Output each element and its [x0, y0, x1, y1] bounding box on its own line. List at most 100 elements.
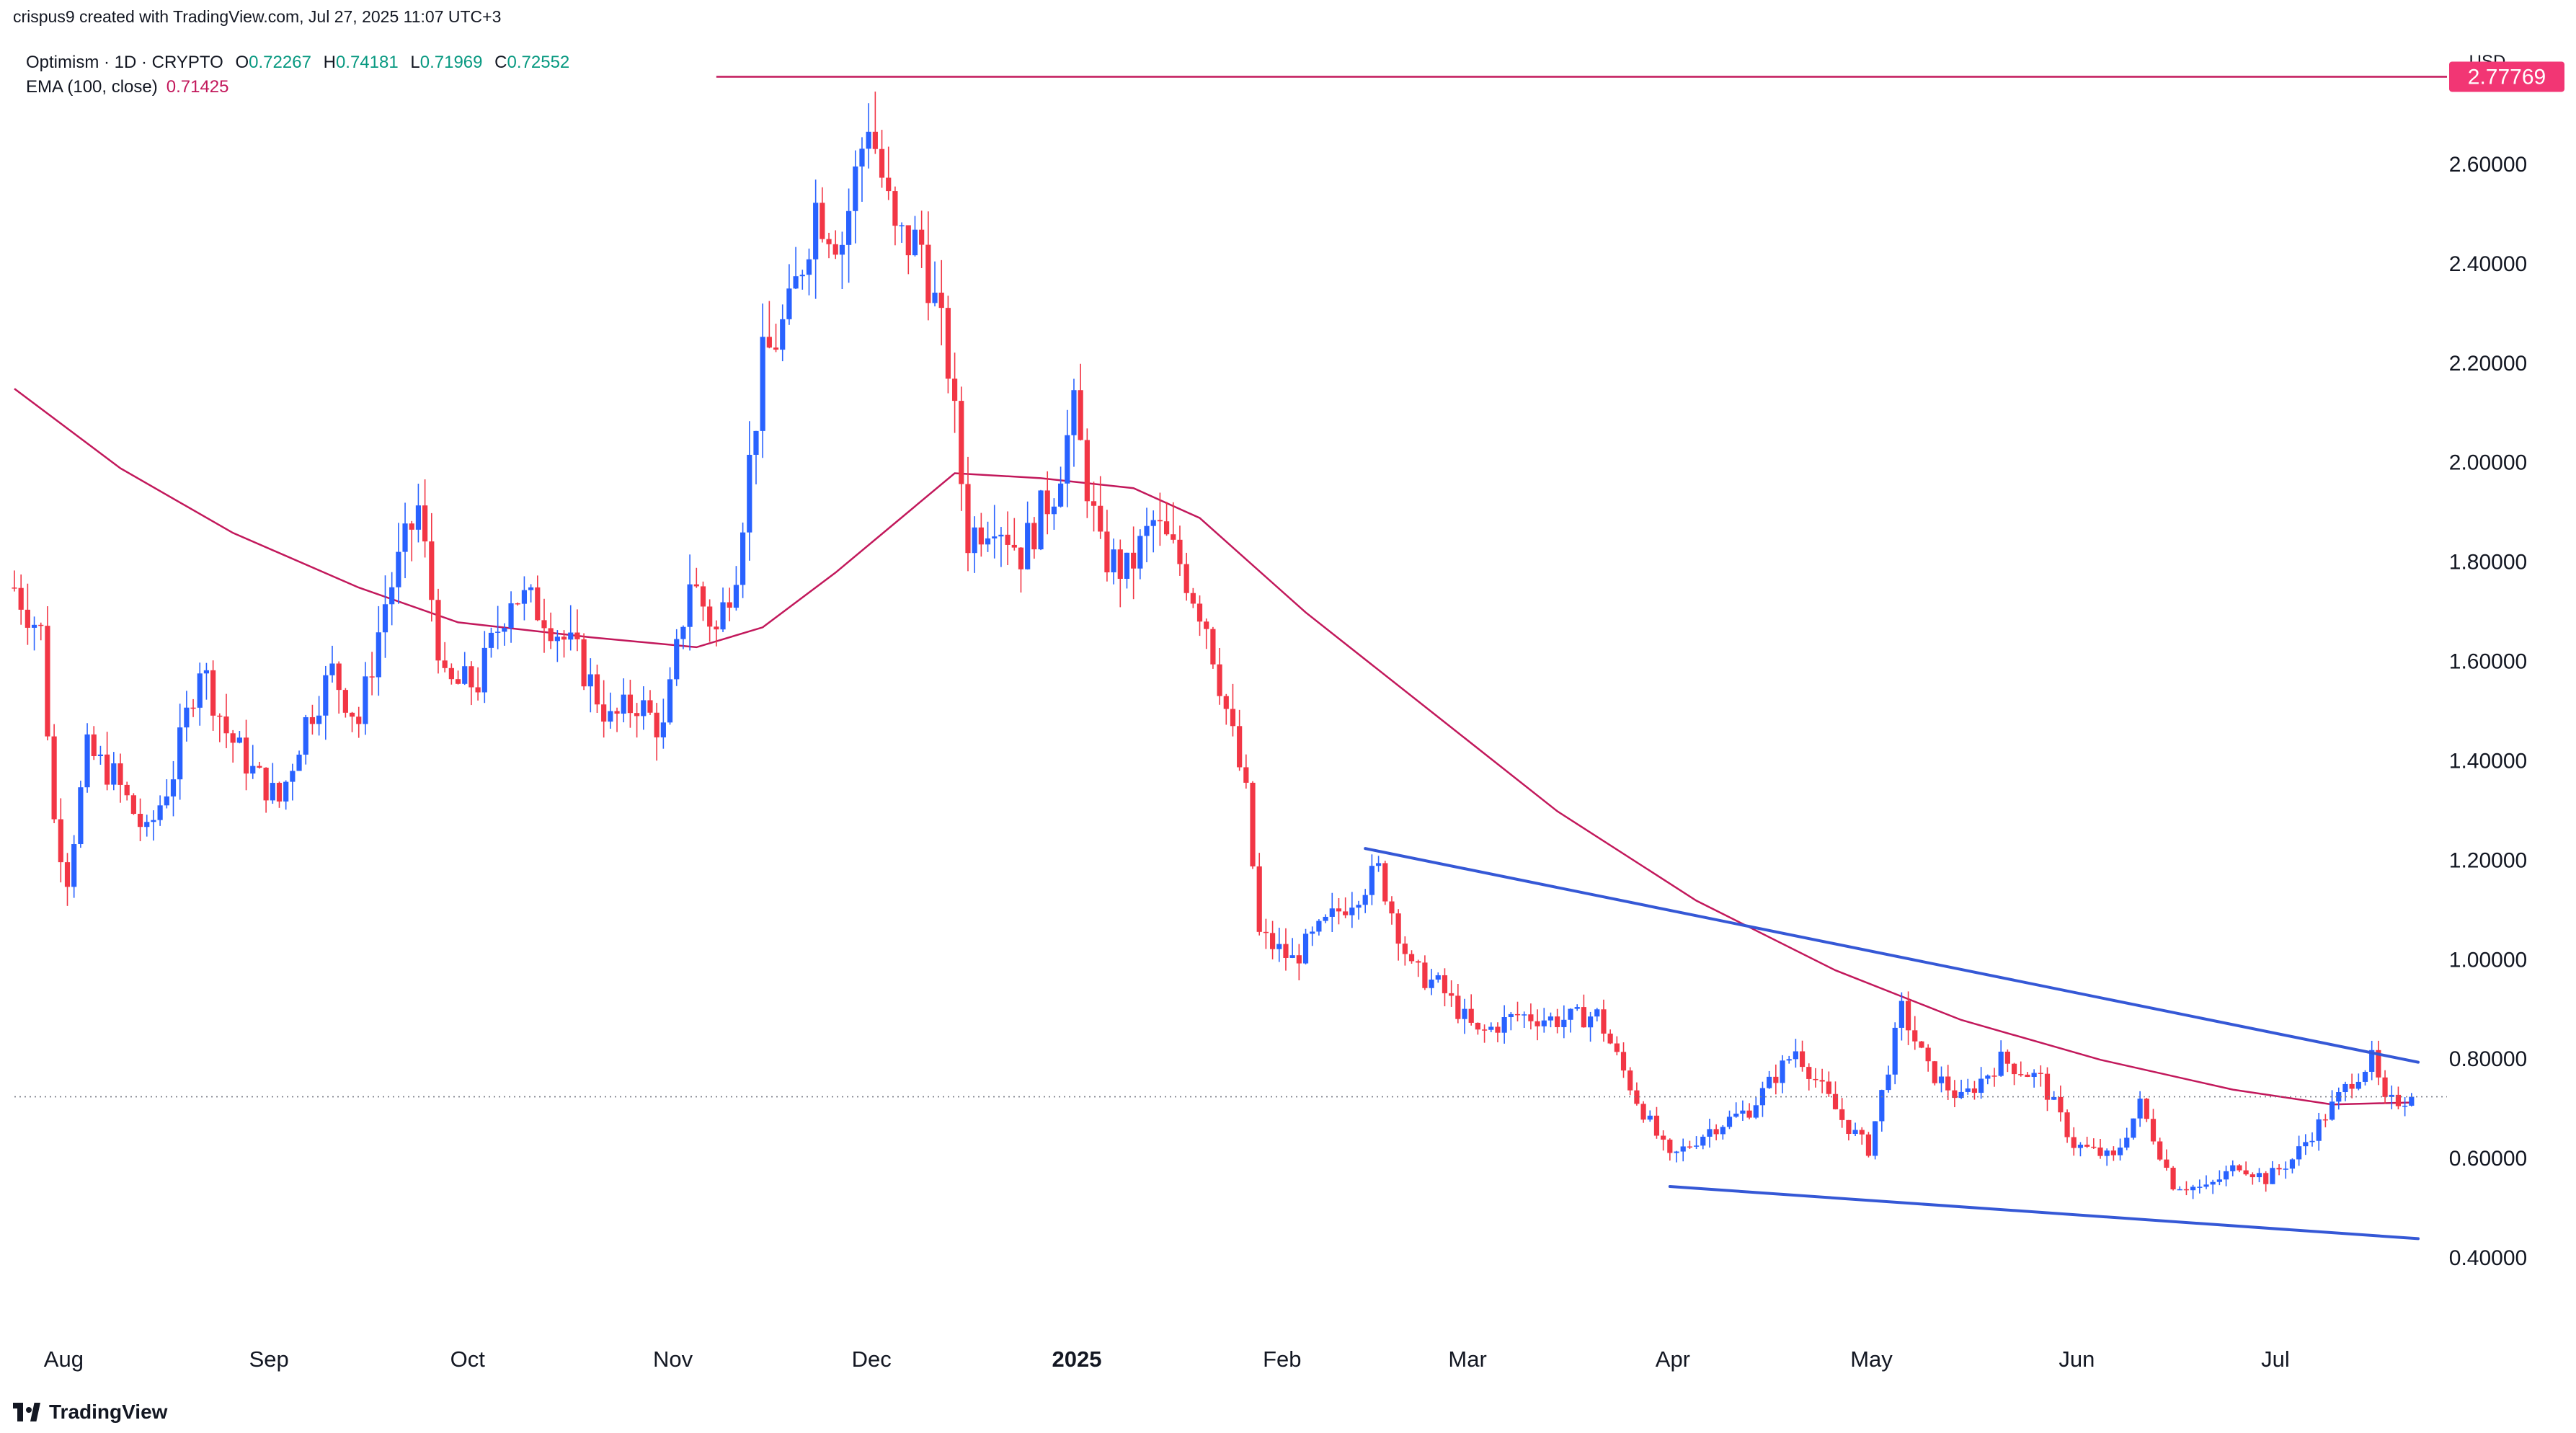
candle [992, 505, 998, 559]
candle [938, 259, 944, 346]
trendline-upper [1364, 847, 2420, 1064]
candle [45, 606, 50, 741]
candle-body [1873, 1121, 1878, 1156]
candle [654, 703, 659, 761]
candle-body [965, 484, 971, 554]
candle [959, 386, 964, 511]
candle [2389, 1085, 2394, 1109]
symbol-title[interactable]: Optimism · 1D · CRYPTO [26, 53, 223, 72]
candle [1898, 992, 1904, 1041]
candle [1886, 1065, 1891, 1093]
candle-body [627, 694, 634, 714]
candle [290, 763, 296, 801]
candle-body [475, 687, 481, 693]
candle-body [2210, 1181, 2216, 1185]
candle-body [1674, 1151, 1679, 1153]
candle [1395, 909, 1401, 961]
candle [84, 723, 90, 793]
candle-body [184, 707, 190, 728]
candle-body [2329, 1101, 2335, 1120]
candle-body [243, 737, 249, 774]
candle-body [1653, 1115, 1660, 1136]
candle-body [1522, 1014, 1527, 1016]
candle-body [2389, 1094, 2394, 1097]
candle [270, 763, 275, 804]
candle-body [2349, 1083, 2355, 1089]
close-label: C [494, 53, 507, 72]
candle-body [1124, 552, 1130, 579]
candle [130, 793, 136, 815]
candle [1767, 1070, 1772, 1089]
candle-body [1547, 1016, 1554, 1021]
candle [1157, 492, 1163, 546]
candle-body [1919, 1041, 1924, 1048]
candle-body [170, 779, 177, 797]
candle-body [329, 663, 335, 675]
open-value: 0.72267 [249, 53, 311, 72]
candle [541, 598, 547, 653]
candle [184, 691, 190, 742]
candle [1952, 1080, 1958, 1108]
candle-body [1408, 954, 1415, 962]
candle-body [1190, 593, 1196, 604]
candle-body [1343, 911, 1349, 915]
candle [853, 150, 858, 244]
candle [872, 92, 878, 154]
candle [832, 230, 838, 259]
candle-body [2409, 1096, 2415, 1106]
candle-body [435, 600, 441, 661]
ema-label[interactable]: EMA (100, close) [26, 77, 158, 97]
candle-body [2183, 1189, 2190, 1191]
candle [2329, 1090, 2335, 1121]
candle [2203, 1175, 2209, 1189]
candle [1555, 1008, 1560, 1034]
candle [1449, 980, 1454, 1007]
candle [886, 146, 892, 200]
candle-body [1382, 863, 1388, 902]
candle-body [1813, 1078, 1818, 1081]
ohlc-row: Optimism · 1D · CRYPTO O0.72267 H0.74181… [26, 50, 569, 75]
candle [1634, 1082, 1640, 1106]
tradingview-brand[interactable]: TradingView [13, 1401, 167, 1424]
candle [105, 732, 110, 791]
candle-body [58, 819, 63, 863]
candle-body [1786, 1059, 1792, 1061]
candle-body [1799, 1051, 1806, 1068]
candle [1481, 1024, 1488, 1043]
candle-body [1826, 1081, 1831, 1094]
candle-body [2395, 1094, 2402, 1106]
candle-body [1302, 933, 1309, 964]
ema-row: EMA (100, close) 0.71425 [26, 75, 569, 99]
candle-body [2051, 1096, 2057, 1100]
candle [1269, 920, 1276, 959]
candle [1422, 955, 1428, 990]
candle [621, 678, 626, 723]
candle [78, 781, 84, 848]
candle-body [1283, 944, 1289, 958]
candle [905, 225, 911, 275]
candle-body [1819, 1080, 1825, 1082]
candle [1316, 919, 1322, 936]
candle-body [766, 337, 772, 348]
candle [356, 706, 362, 738]
candle-body [2077, 1145, 2084, 1148]
candle-body [521, 590, 528, 604]
candle-body [84, 734, 90, 788]
candle [1594, 1008, 1600, 1021]
candle-body [190, 707, 196, 709]
candle-body [972, 527, 977, 554]
candle [1144, 507, 1150, 562]
candle-body [1501, 1017, 1507, 1033]
candle-body [2124, 1137, 2130, 1148]
candle [2018, 1061, 2024, 1077]
candle [2322, 1114, 2328, 1127]
candle [1793, 1039, 1798, 1068]
candle [568, 605, 574, 651]
time-axis: Aug Sep Oct Nov Dec 2025 Feb Mar Apr May Jun Jul [44, 1347, 2290, 1372]
candle-body [952, 378, 958, 401]
candle [144, 815, 150, 837]
candle [1945, 1065, 1951, 1100]
candle [1051, 498, 1057, 530]
candle-body [2382, 1077, 2388, 1097]
